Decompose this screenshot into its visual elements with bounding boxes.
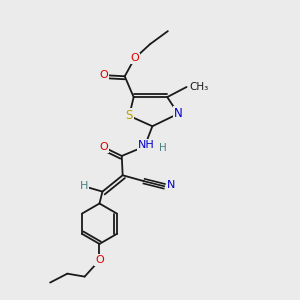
Text: H: H xyxy=(159,143,167,153)
Text: CH₃: CH₃ xyxy=(190,82,209,92)
Text: N: N xyxy=(174,107,183,120)
Text: NH: NH xyxy=(138,140,154,150)
Text: O: O xyxy=(130,53,139,64)
Text: S: S xyxy=(125,109,133,122)
Text: O: O xyxy=(99,70,108,80)
Text: N: N xyxy=(167,180,175,190)
Text: H: H xyxy=(80,181,88,191)
Text: O: O xyxy=(99,142,108,152)
Text: O: O xyxy=(95,255,104,265)
